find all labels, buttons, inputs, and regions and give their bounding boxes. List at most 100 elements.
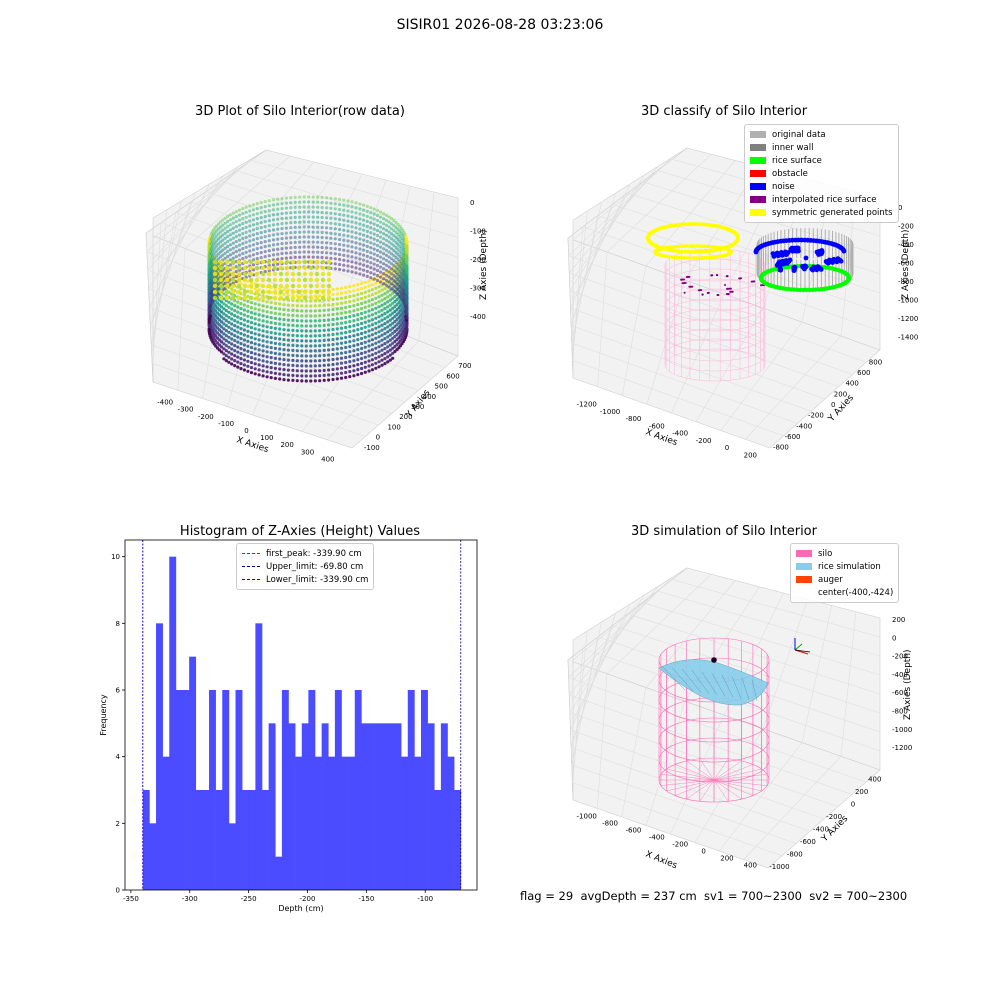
data-point [380,318,384,322]
data-point [348,295,352,299]
histogram-bar [255,623,263,890]
data-point [284,246,288,250]
side-pane [567,147,688,379]
data-point [222,317,226,321]
data-point [320,265,326,271]
data-point [374,281,378,285]
data-point [370,298,374,302]
data-point [356,328,360,332]
data-point [257,353,261,357]
legend-item-original-data: original data [750,128,893,141]
data-point [393,339,397,344]
data-point [316,220,320,224]
data-point [374,331,378,335]
data-point [382,262,386,266]
data-point [255,257,259,261]
data-point [377,315,381,319]
data-point [320,230,324,235]
data-point [296,289,302,295]
data-point [304,369,308,373]
data-point [278,357,282,361]
tick-label: 0 [831,401,835,409]
data-point [266,295,272,301]
data-point [320,200,324,205]
data-point [384,268,388,272]
data-point [335,357,339,361]
data-point [329,251,333,255]
data-point [289,216,293,220]
data-point [390,237,394,241]
data-point [335,342,339,346]
data-point [276,217,280,221]
data-point [382,272,386,276]
data-point [278,377,282,381]
data-point [352,349,356,353]
data-point [356,323,360,327]
data-point [363,335,367,339]
silo-ring [664,318,766,352]
data-point [236,325,240,329]
data-point [379,280,383,284]
data-point [354,246,358,250]
data-point [377,290,381,294]
data-point [386,355,390,359]
data-point [253,337,257,341]
legend-item-rice-simulation: rice simulation [796,560,893,573]
data-point [251,228,256,232]
data-point [322,348,326,352]
data-point [405,276,409,280]
data-point [327,323,331,327]
histogram-bar [454,790,462,890]
data-point [259,241,263,245]
data-point [327,368,331,372]
data-point [365,209,369,213]
data-point [405,286,409,290]
data-point [313,319,317,323]
data-point [325,241,329,245]
data-point [269,376,273,380]
data-point [249,316,254,320]
data-point [395,333,399,337]
data-point [390,262,394,266]
y-tick-label: 0 [116,887,120,895]
data-point [220,335,224,339]
data-point [387,260,391,264]
data-point [393,329,397,334]
data-point [259,216,263,220]
data-point [335,372,339,376]
data-point [272,259,278,265]
data-point [327,293,331,297]
data-point [331,322,335,327]
data-point [249,341,254,345]
data-point [342,243,346,247]
data-point [358,202,362,206]
data-point [405,311,409,315]
data-point [263,220,267,224]
data-point [380,298,384,302]
data-point [234,230,238,234]
data-point [374,326,378,330]
data-point [322,328,326,332]
histogram-xlabel: Depth (cm) [278,904,323,913]
noise-point [800,263,805,269]
data-point [356,283,360,287]
data-point [383,357,387,361]
data-point [271,218,276,222]
data-point [370,288,374,292]
data-point [375,213,380,218]
data-point [242,303,246,307]
data-point [331,327,335,332]
data-point [263,255,267,259]
data-point [271,248,276,252]
data-point [284,241,288,245]
data-point [365,274,369,278]
data-point [348,375,352,379]
data-point [286,363,290,367]
data-point [278,327,282,331]
data-point [367,329,371,333]
rice-surface-shape [658,659,769,706]
tick-label: 400 [423,393,436,401]
data-point [249,356,254,360]
data-point [384,258,388,262]
